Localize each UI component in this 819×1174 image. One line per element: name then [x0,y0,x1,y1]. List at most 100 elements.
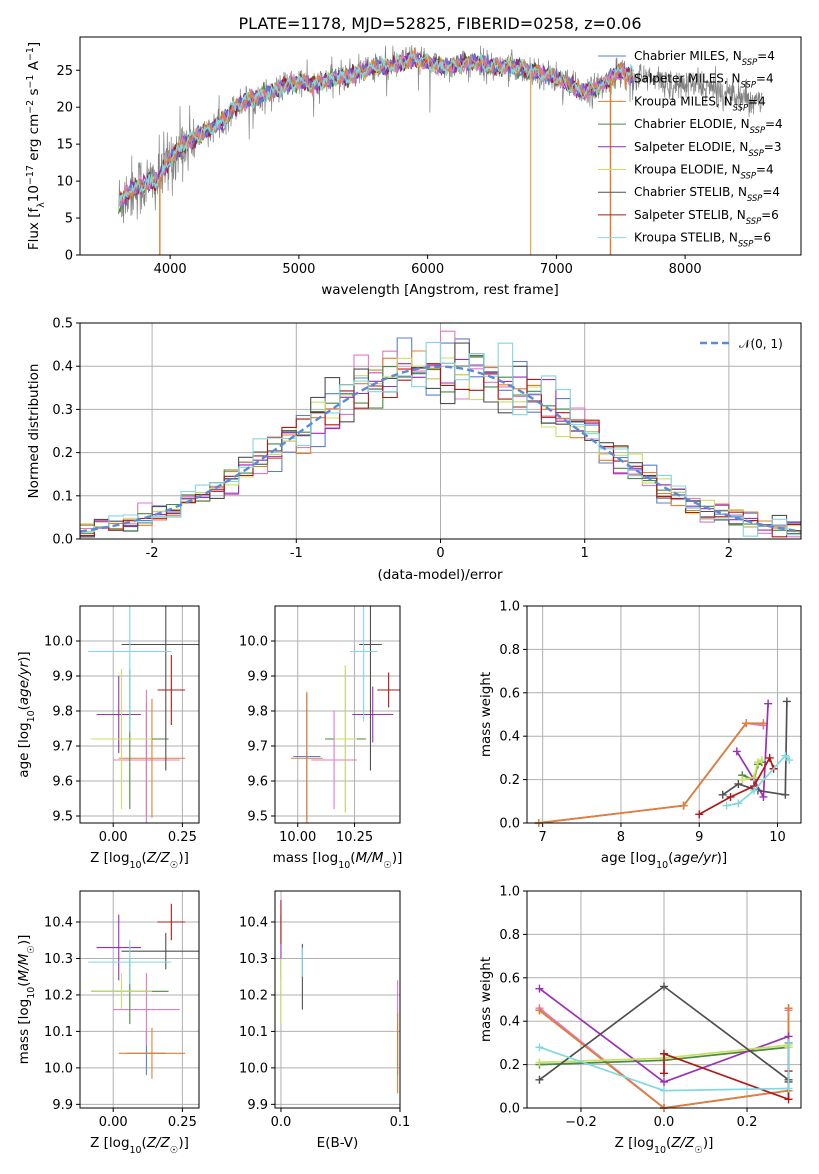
age-vs-Z-frame [79,605,200,824]
y-tick-label: 10.4 [239,916,268,931]
y-tick-label: 0.8 [499,643,520,658]
series-line [742,759,763,781]
x-tick-label: 10.00 [279,830,316,845]
plus-marker [742,719,751,728]
plus-marker [660,982,668,991]
x-tick-label: 0.2 [737,1115,758,1130]
plus-marker [759,792,768,801]
histogram-step [80,363,801,538]
x-tick-label: 7000 [540,262,573,277]
plus-marker [722,801,731,810]
plus-marker [535,984,544,993]
errorbar-point [121,606,199,771]
series-line [736,703,769,801]
legend-entry: Chabrier MILES, NSSP=4 [634,49,775,67]
legend-entry: Salpeter ELODIE, NSSP=3 [634,140,782,158]
x-tick-label: 0.25 [168,1115,197,1130]
x-tick-label: 8 [617,830,625,845]
plus-marker [660,1069,668,1078]
mass-vs-Z-axes: 0.00 0.25 9.9 10.0 10.1 10.2 10.3 10.4 [44,891,199,1130]
y-tick-label: 0.2 [499,773,520,788]
plus-marker [679,801,688,810]
legend-entry: Chabrier STELIB, NSSP=4 [634,185,780,203]
weight-vs-Z-axes: −0.2 0.0 0.2 0.0 0.2 0.4 0.6 0.8 1.0 [499,885,801,1130]
errorbar-point [113,973,180,1046]
y-tick-label: 25 [56,64,73,79]
y-tick-label: 20 [56,101,73,116]
residuals-frame [79,322,802,540]
plus-marker [782,697,791,706]
plus-marker [784,1004,793,1013]
x-tick-label: 0.00 [99,830,128,845]
y-tick-label: 9.8 [247,705,268,720]
errorbar-point [118,1027,186,1079]
x-tick-label: 0 [436,546,444,561]
plus-marker [759,719,768,728]
plus-marker [535,1058,544,1067]
y-tick-label: 10.0 [239,1061,268,1076]
plus-marker [738,775,747,784]
chart-title: PLATE=1178, MJD=52825, FIBERID=0258, z=0… [238,14,641,33]
x-tick-label: 8000 [669,262,702,277]
weight-vs-Z-frame [526,890,802,1109]
legend-entry: Chabrier ELODIE, NSSP=4 [634,117,783,135]
mass-vs-Z-frame [79,890,200,1109]
errorbar-point [359,606,382,771]
errorbar-point [121,932,199,970]
legend-entry: Kroupa STELIB, NSSP=6 [634,231,771,249]
y-tick-label: 9.6 [247,775,268,790]
plus-marker [750,773,759,782]
errorbar-point [91,669,152,809]
y-tick-label: 9.6 [52,775,73,790]
plus-marker [757,756,766,765]
y-tick-label: 0.0 [499,817,520,832]
y-tick-label: 0.3 [52,403,73,418]
errorbar-point [350,606,378,722]
x-tick-label: -1 [290,546,303,561]
x-tick-label: 4000 [154,262,187,277]
y-tick-label: 5 [65,212,73,227]
errorbar-point [290,691,323,823]
y-tick-label: 15 [56,138,73,153]
y-tick-label: 9.7 [247,740,268,755]
y-tick-label: 0.6 [499,686,520,701]
plus-marker [660,1086,668,1095]
x-tick-label: -2 [146,546,159,561]
y-tick-label: 10.4 [44,916,73,931]
plus-marker [765,753,774,762]
x-tick-label: 10 [769,830,786,845]
x-tick-label: 0.25 [168,830,197,845]
y-tick-label: 9.5 [52,810,73,825]
y-tick-label: 9.9 [247,670,268,685]
plus-marker [660,1077,668,1086]
plus-marker [784,1084,793,1093]
errorbar-point [311,711,357,809]
y-axis-label: mass [log10(M/M☉)] [16,935,37,1065]
y-tick-label: 10.0 [239,635,268,650]
mass-vs-ebv-axes: 0.0 0.1 9.9 10.0 10.1 10.2 10.3 10.4 [239,891,410,1130]
legend-entry: 𝒩(0, 1) [739,337,783,351]
x-axis-label: Z [log10(Z/Z☉)] [615,1135,714,1156]
y-axis-label: mass weight [478,957,494,1042]
plus-marker [726,792,735,801]
x-tick-label: 0.00 [99,1115,128,1130]
mass-vs-ebv-frame [274,890,401,1109]
x-tick-label: 1 [581,546,589,561]
legend-entry: Kroupa ELODIE, NSSP=4 [634,163,774,181]
y-tick-label: 0.6 [499,971,520,986]
plus-marker [781,751,790,760]
y-tick-label: 0.5 [52,317,73,332]
x-axis-label: (data-model)/error [377,567,503,583]
x-tick-label: 0.1 [390,1115,411,1130]
y-tick-label: 10.3 [239,952,268,967]
age-vs-mass-axes: 10.00 10.25 9.5 9.6 9.7 9.8 9.9 10.0 [239,606,400,845]
x-axis-label: E(B-V) [317,1135,359,1151]
series-line [538,722,764,823]
x-tick-label: 6000 [411,262,444,277]
y-tick-label: 10 [56,175,73,190]
normal-curve [79,365,802,533]
y-tick-label: 10.1 [44,1025,73,1040]
y-tick-label: 9.8 [52,705,73,720]
errorbar-point [96,914,141,981]
x-tick-label: 10.25 [336,830,373,845]
